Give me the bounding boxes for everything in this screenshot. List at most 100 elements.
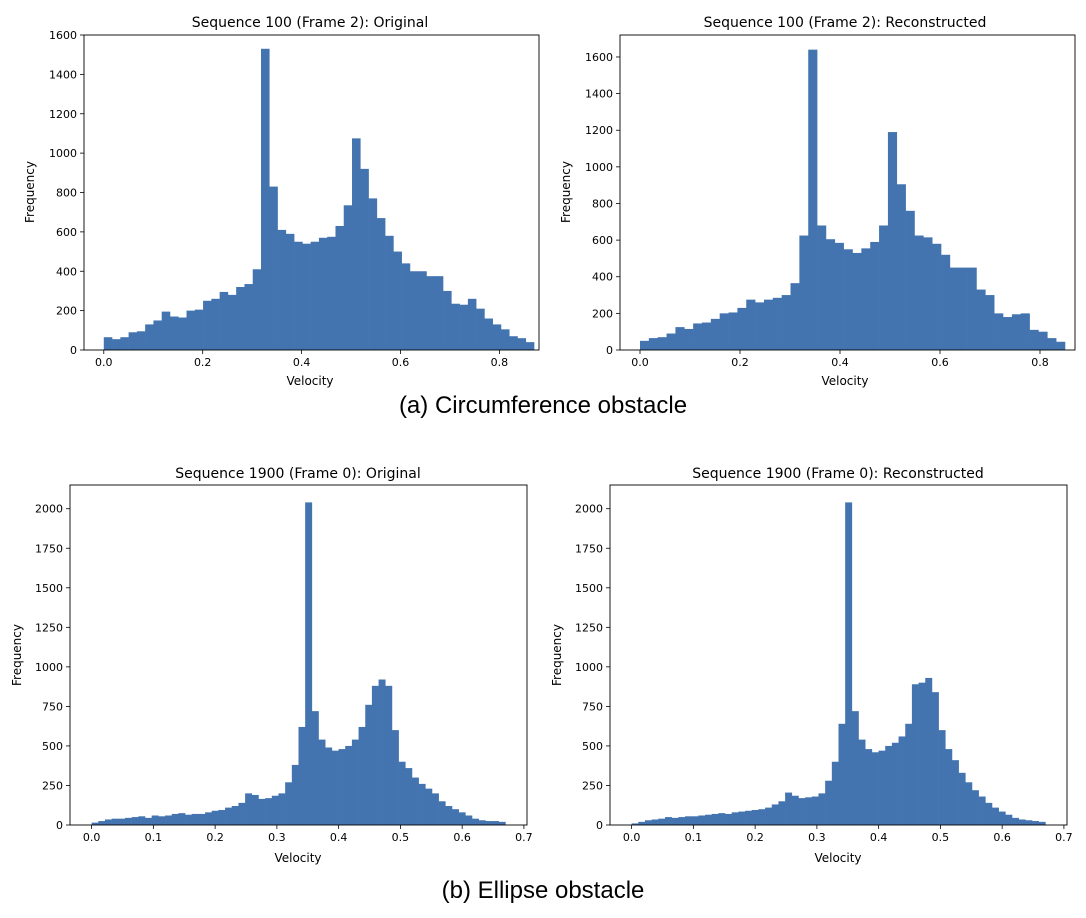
chart-a-original: Sequence 100 (Frame 2): Original 0.0 0.2 0… — [23, 15, 540, 388]
histogram-bar — [978, 796, 986, 825]
y-tick-label: 0 — [606, 344, 613, 357]
histogram-bar — [851, 711, 859, 825]
histogram-bar — [311, 711, 319, 825]
histogram-bar — [285, 233, 295, 350]
x-tick-label: 0.3 — [268, 831, 286, 844]
histogram-bar — [967, 267, 977, 350]
histogram-bar — [778, 801, 786, 825]
histogram-bar — [976, 289, 986, 350]
histogram-bar — [98, 821, 106, 825]
plot-area: 0.0 0.1 0.2 0.3 0.4 0.5 0.6 0.7 0 250 500 750 1000 12… — [35, 484, 533, 844]
histogram-bar — [1012, 817, 1019, 825]
x-tick-label: 0.8 — [491, 356, 509, 369]
histogram-bar — [305, 502, 313, 825]
x-tick-label: 0.0 — [83, 831, 101, 844]
histogram-bar — [790, 283, 800, 350]
histogram-bar — [644, 820, 652, 825]
histogram-bar — [905, 723, 913, 825]
histogram-bar — [825, 780, 833, 825]
histogram-bar — [358, 726, 366, 825]
histogram-bar — [746, 299, 756, 350]
y-axis-label: Frequency — [23, 161, 37, 223]
histogram-bar — [684, 328, 694, 350]
histogram-bar — [994, 313, 1004, 350]
histogram-bar — [1056, 341, 1066, 350]
y-tick-label: 1750 — [35, 542, 63, 555]
histogram-bar — [651, 819, 659, 825]
x-axis-label: Velocity — [821, 374, 868, 388]
histogram-bar — [817, 225, 827, 350]
histogram-bar — [805, 797, 813, 825]
histogram-bar — [758, 809, 766, 825]
x-tick-label: 0.8 — [1031, 356, 1049, 369]
histogram-bar — [425, 788, 433, 825]
histogram-bar — [472, 818, 479, 825]
histogram-bar — [169, 316, 179, 350]
plot-area: 0.0 0.2 0.4 0.6 0.8 0 200 400 600 800 1000 1200 1400… — [585, 34, 1076, 369]
histogram-bar — [327, 236, 336, 350]
histogram-bar — [896, 184, 906, 350]
y-tick-label: 1500 — [575, 582, 603, 595]
histogram-bar — [103, 337, 113, 350]
histogram-bar — [666, 333, 676, 350]
histogram-bar — [376, 218, 386, 350]
histogram-bar — [211, 810, 219, 825]
histogram-bar — [811, 796, 819, 825]
histogram-bar — [861, 248, 871, 350]
histogram-bar — [509, 336, 518, 350]
y-tick-label: 200 — [56, 305, 77, 318]
histogram-bar — [120, 337, 129, 350]
y-tick-label: 600 — [56, 226, 77, 239]
chart-title: Sequence 100 (Frame 2): Original — [192, 15, 429, 31]
histogram-bar — [772, 297, 782, 350]
histogram-bar — [467, 298, 477, 350]
histogram-bar — [165, 815, 172, 825]
histogram-bar — [318, 739, 326, 825]
histogram-bar — [218, 809, 226, 825]
y-tick-label: 1600 — [585, 51, 613, 64]
histogram-bar — [393, 251, 402, 350]
histogram-bar — [411, 777, 419, 825]
histogram-bar — [104, 819, 112, 825]
histogram-bar — [426, 276, 436, 350]
histogram-bar — [885, 745, 893, 825]
histogram-bar — [211, 298, 220, 350]
histogram-bar — [808, 49, 818, 351]
plot-frame — [609, 484, 1068, 826]
x-tick-label: 0.4 — [831, 356, 849, 369]
x-tick-label: 0.6 — [453, 831, 471, 844]
y-tick-label: 250 — [582, 779, 603, 792]
histogram-bar — [186, 310, 196, 351]
histogram-bar — [365, 704, 373, 825]
y-axis-label: Frequency — [550, 624, 564, 686]
histogram-bar — [517, 338, 527, 350]
histogram-bar — [431, 793, 439, 825]
histogram-bar — [925, 677, 933, 825]
histogram-bar — [136, 331, 146, 350]
histogram-bar — [725, 813, 733, 825]
histogram-bar — [191, 813, 199, 825]
histogram-bar — [664, 817, 672, 825]
histogram-bar — [1003, 317, 1013, 350]
histogram-bar — [236, 287, 245, 350]
histogram-bar — [418, 271, 427, 350]
x-tick-label: 0.0 — [623, 831, 641, 844]
histogram-bar — [398, 761, 406, 825]
histogram-bar — [178, 317, 187, 350]
histogram-bar — [799, 235, 809, 350]
histogram-bar — [445, 806, 453, 825]
histogram-bar — [852, 252, 862, 350]
y-tick-label: 0 — [56, 819, 63, 832]
histogram-bar — [458, 812, 466, 825]
histogram-bar — [1038, 331, 1048, 350]
x-tick-label: 0.3 — [808, 831, 826, 844]
histogram-bar — [310, 241, 320, 350]
histogram-bar — [153, 320, 162, 350]
plot-frame — [619, 34, 1076, 351]
histogram-bar — [658, 818, 666, 825]
histogram-bar — [765, 807, 773, 825]
histogram-bar — [865, 749, 873, 825]
histogram-bar — [405, 768, 413, 825]
y-tick-label: 1000 — [575, 661, 603, 674]
histogram-bar — [378, 679, 386, 825]
